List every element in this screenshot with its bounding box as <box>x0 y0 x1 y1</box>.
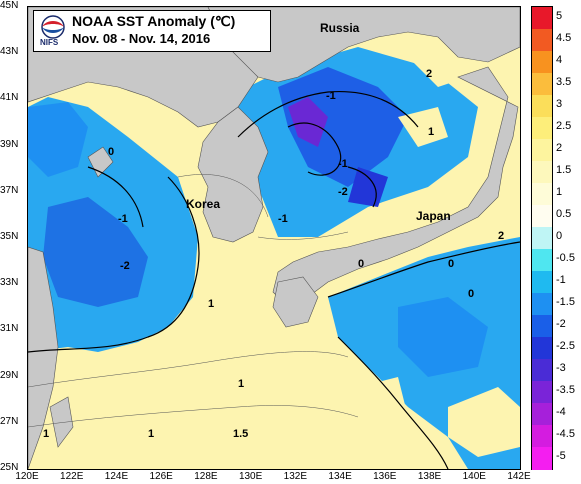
latitude-label: 39N <box>0 138 19 150</box>
colorbar-label: -4 <box>556 406 566 418</box>
colorbar-label: 0 <box>556 230 563 242</box>
contour-label: 1 <box>43 428 49 440</box>
colorbar-label: 4 <box>556 54 563 66</box>
colorbar-segment <box>532 183 552 206</box>
longitude-label: 142E <box>507 471 531 482</box>
colorbar-segment <box>532 293 552 316</box>
latitude-label: 43N <box>0 46 19 58</box>
nifs-logo-icon <box>41 15 65 39</box>
contour-label: -1 <box>278 213 288 225</box>
colorbar-label: 0.5 <box>556 208 572 220</box>
contour-label: -1 <box>338 158 348 170</box>
colorbar-segment <box>532 161 552 184</box>
contour-label: 1 <box>208 298 214 310</box>
latitude-label: 27N <box>0 415 19 427</box>
colorbar-segment <box>532 29 552 52</box>
colorbar-label: 2 <box>556 142 563 154</box>
colorbar-segment <box>532 51 552 74</box>
colorbar-label: 5 <box>556 10 563 22</box>
latitude-label: 31N <box>0 323 19 335</box>
contour-label: 1.5 <box>233 428 248 440</box>
latitude-label: 37N <box>0 184 19 196</box>
colorbar-label: 2.5 <box>556 120 572 132</box>
title-box: NIFS NOAA SST Anomaly (℃) Nov. 08 - Nov.… <box>33 10 271 52</box>
colorbar-label: 1 <box>556 186 563 198</box>
contour-label: 1 <box>238 378 244 390</box>
contour-label: -2 <box>338 186 348 198</box>
map-area: -1 0 -2 1 -1 2 0 -1 1 1.5 1 0 -1 -2 2 1 … <box>27 6 521 470</box>
colorbar-label: 3.5 <box>556 76 572 88</box>
colorbar-segment <box>532 337 552 360</box>
longitude-label: 140E <box>462 471 486 482</box>
contour-label: -1 <box>118 213 128 225</box>
contour-label: -1 <box>326 90 336 102</box>
longitude-label: 120E <box>15 471 39 482</box>
contour-label: 0 <box>108 146 114 158</box>
colorbar-segment <box>532 425 552 448</box>
colorbar <box>531 6 553 470</box>
label-russia: Russia <box>320 21 360 35</box>
colorbar-label: -1 <box>556 274 566 286</box>
longitude-label: 134E <box>328 471 352 482</box>
sst-anomaly-map: -1 0 -2 1 -1 2 0 -1 1 1.5 1 0 -1 -2 2 1 … <box>28 7 520 469</box>
colorbar-label: -1.5 <box>556 296 575 308</box>
colorbar-segment <box>532 271 552 294</box>
logo-text: NIFS <box>40 38 59 47</box>
colorbar-segment <box>532 359 552 382</box>
contour-label: 0 <box>358 258 364 270</box>
latitude-label: 41N <box>0 92 19 104</box>
colorbar-segment <box>532 381 552 404</box>
longitude-label: 130E <box>238 471 263 482</box>
latitude-label: 25N <box>0 462 19 473</box>
colorbar-segment <box>532 227 552 250</box>
latitude-label: 33N <box>0 277 19 289</box>
contour-label: 1 <box>428 126 434 138</box>
colorbar-label: -4.5 <box>556 428 575 440</box>
colorbar-label: 1.5 <box>556 164 572 176</box>
colorbar-segment <box>532 403 552 426</box>
colorbar-segment <box>532 117 552 140</box>
colorbar-segment <box>532 95 552 118</box>
colorbar-segment <box>532 315 552 338</box>
colorbar-segment <box>532 73 552 96</box>
longitude-label: 128E <box>194 471 218 482</box>
colorbar-segment <box>532 249 552 272</box>
label-japan: Japan <box>416 209 451 223</box>
colorbar-label: 4.5 <box>556 32 572 44</box>
colorbar-label: -2 <box>556 318 566 330</box>
colorbar-segment <box>532 139 552 162</box>
map-title: NOAA SST Anomaly (℃) <box>72 13 236 29</box>
colorbar-label: 3 <box>556 98 563 110</box>
longitude-label: 126E <box>149 471 173 482</box>
colorbar-label: -3.5 <box>556 384 575 396</box>
contour-label: 2 <box>498 230 504 242</box>
date-range: Nov. 08 - Nov. 14, 2016 <box>72 31 211 46</box>
latitude-label: 45N <box>0 0 19 11</box>
colorbar-label: -3 <box>556 362 566 374</box>
contour-label: 0 <box>468 288 474 300</box>
contour-label: 1 <box>148 428 154 440</box>
colorbar-label: -0.5 <box>556 252 575 264</box>
contour-label: 2 <box>426 68 432 80</box>
contour-label: 0 <box>448 258 454 270</box>
longitude-label: 138E <box>417 471 442 482</box>
longitude-label: 124E <box>104 471 129 482</box>
colorbar-segment <box>532 205 552 228</box>
colorbar-label: -5 <box>556 450 566 462</box>
latitude-label: 29N <box>0 369 19 381</box>
longitude-label: 132E <box>283 471 308 482</box>
latitude-label: 35N <box>0 231 19 242</box>
longitude-label: 122E <box>60 471 84 482</box>
colorbar-segment <box>532 7 552 30</box>
colorbar-segment <box>532 447 552 470</box>
label-korea: Korea <box>186 197 221 211</box>
contour-label: -2 <box>120 260 130 272</box>
longitude-label: 136E <box>373 471 397 482</box>
colorbar-label: -2.5 <box>556 340 575 352</box>
